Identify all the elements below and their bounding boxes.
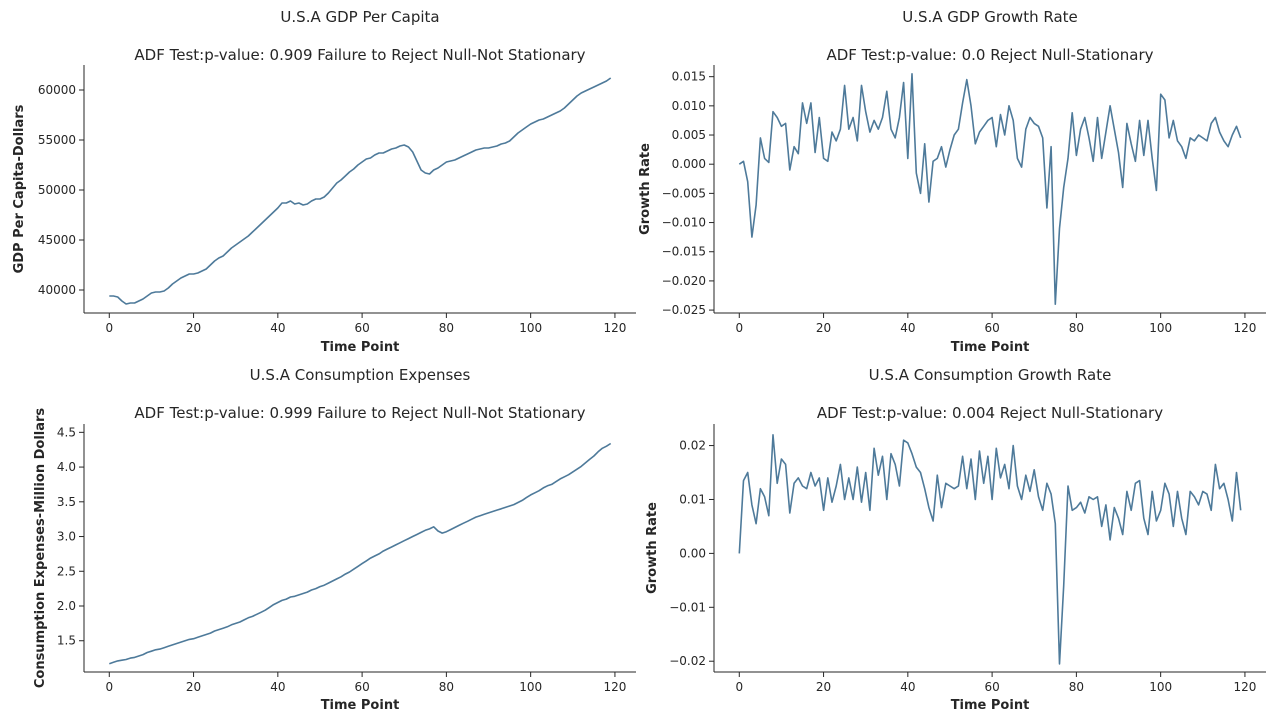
x-tick-label: 20 [816, 680, 831, 694]
x-tick-label: 20 [186, 321, 201, 335]
y-tick-label: 0.02 [679, 439, 706, 453]
y-tick-label: 0.010 [672, 99, 706, 113]
y-axis-label: Growth Rate [645, 502, 660, 594]
y-tick-label: 2.0 [57, 599, 76, 613]
series-line [109, 77, 612, 305]
y-tick-label: 0.015 [672, 70, 706, 84]
chart-subtitle: ADF Test:p-value: 0.004 Reject Null-Stat… [817, 404, 1163, 422]
y-tick-label: 0.000 [672, 157, 706, 171]
y-axis-label: GDP Per Capita-Dollars [12, 104, 27, 273]
y-tick-label: −0.010 [662, 216, 706, 230]
x-axis-label: Time Point [951, 698, 1030, 713]
x-tick-label: 100 [519, 680, 542, 694]
y-tick-label: 0.00 [679, 546, 706, 560]
y-tick-label: 3.0 [57, 530, 76, 544]
chart-title: U.S.A Consumption Expenses [250, 366, 471, 384]
x-tick-label: 0 [105, 680, 113, 694]
y-axis-label: Growth Rate [638, 143, 653, 235]
y-tick-label: 45000 [38, 233, 76, 247]
x-tick-label: 100 [1149, 680, 1172, 694]
x-tick-label: 0 [735, 321, 743, 335]
x-tick-label: 80 [1069, 680, 1084, 694]
x-tick-label: 20 [816, 321, 831, 335]
y-tick-label: −0.025 [662, 303, 706, 317]
y-tick-label: 60000 [38, 83, 76, 97]
series-line [109, 442, 612, 665]
y-tick-label: 4.0 [57, 460, 76, 474]
x-axis-label: Time Point [951, 340, 1030, 355]
chart-panel-2: U.S.A GDP Growth Rate ADF Test:p-value: 0… [638, 8, 1266, 355]
chart-panel-4: U.S.A Consumption Growth Rate ADF Test:p-… [645, 366, 1266, 713]
x-tick-label: 120 [603, 321, 626, 335]
chart-title: U.S.A GDP Per Capita [280, 8, 439, 26]
chart-subtitle: ADF Test:p-value: 0.999 Failure to Rejec… [134, 404, 585, 422]
chart-panel-3: U.S.A Consumption Expenses ADF Test:p-val… [33, 366, 636, 713]
x-axis-label: Time Point [321, 340, 400, 355]
y-tick-label: 2.5 [57, 564, 76, 578]
x-tick-label: 60 [354, 680, 369, 694]
y-tick-label: −0.01 [669, 600, 706, 614]
x-tick-label: 80 [439, 680, 454, 694]
x-tick-label: 60 [354, 321, 369, 335]
y-tick-label: 40000 [38, 283, 76, 297]
x-tick-label: 100 [1149, 321, 1172, 335]
chart-subtitle: ADF Test:p-value: 0.0 Reject Null-Statio… [826, 46, 1153, 64]
x-tick-label: 80 [1069, 321, 1084, 335]
series-line [738, 73, 1242, 306]
y-tick-label: 1.5 [57, 634, 76, 648]
x-tick-label: 40 [900, 321, 915, 335]
y-tick-label: 0.005 [672, 128, 706, 142]
x-tick-label: 60 [984, 321, 999, 335]
x-tick-label: 20 [186, 680, 201, 694]
x-tick-label: 100 [519, 321, 542, 335]
chart-panel-1: U.S.A GDP Per Capita ADF Test:p-value: 0.… [12, 8, 636, 355]
y-tick-label: −0.020 [662, 274, 706, 288]
x-tick-label: 40 [900, 680, 915, 694]
chart-title: U.S.A GDP Growth Rate [902, 8, 1078, 26]
y-tick-label: 4.5 [57, 425, 76, 439]
y-tick-label: −0.02 [669, 654, 706, 668]
x-axis-label: Time Point [321, 698, 400, 713]
x-tick-label: 40 [270, 680, 285, 694]
x-tick-label: 40 [270, 321, 285, 335]
y-tick-label: 55000 [38, 133, 76, 147]
chart-subtitle: ADF Test:p-value: 0.909 Failure to Rejec… [134, 46, 585, 64]
y-tick-label: −0.015 [662, 245, 706, 259]
y-tick-label: 3.5 [57, 495, 76, 509]
x-tick-label: 120 [1233, 680, 1256, 694]
y-axis-label: Consumption Expenses-Million Dollars [33, 408, 48, 689]
x-tick-label: 120 [603, 680, 626, 694]
y-tick-label: 50000 [38, 183, 76, 197]
series-line [738, 433, 1242, 665]
x-tick-label: 0 [105, 321, 113, 335]
x-tick-label: 60 [984, 680, 999, 694]
y-tick-label: −0.005 [662, 186, 706, 200]
chart-title: U.S.A Consumption Growth Rate [869, 366, 1112, 384]
x-tick-label: 0 [735, 680, 743, 694]
x-tick-label: 80 [439, 321, 454, 335]
x-tick-label: 120 [1233, 321, 1256, 335]
y-tick-label: 0.01 [679, 492, 706, 506]
